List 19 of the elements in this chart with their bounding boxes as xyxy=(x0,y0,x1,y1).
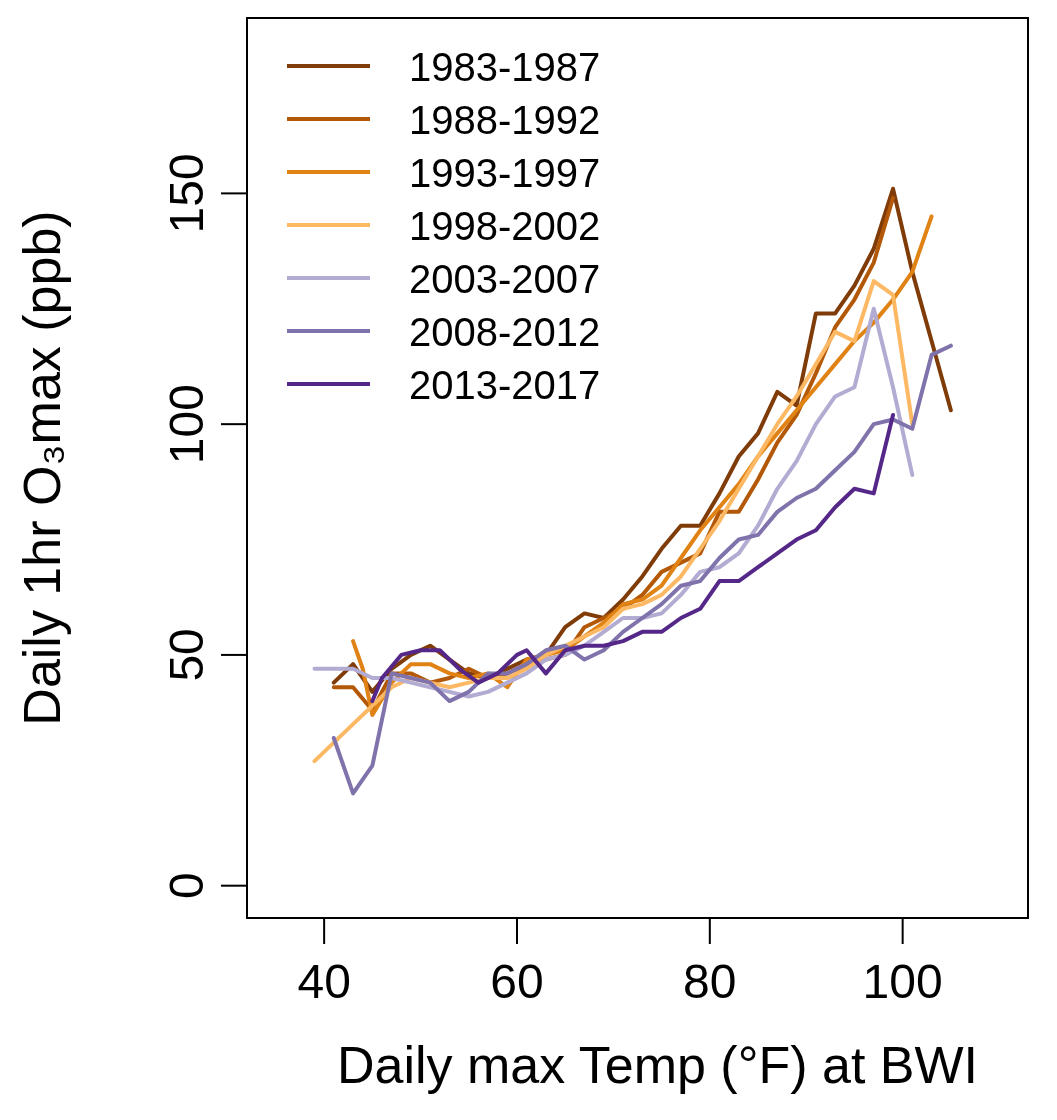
legend-label: 1983-1987 xyxy=(409,45,601,89)
legend-label: 2003-2007 xyxy=(409,257,601,301)
line-series xyxy=(370,412,896,704)
y-tick-label: 150 xyxy=(160,153,213,234)
y-tick-label: 0 xyxy=(160,872,213,900)
legend-label: 2013-2017 xyxy=(409,363,601,407)
y-tick-label: 50 xyxy=(160,628,213,682)
legend-label: 1988-1992 xyxy=(409,98,601,142)
x-axis-title: Daily max Temp (°F) at BWI xyxy=(336,1036,979,1094)
line-series xyxy=(312,306,915,699)
y-tick-label: 100 xyxy=(160,384,213,465)
x-tick-label: 60 xyxy=(490,955,544,1008)
legend-label: 1998-2002 xyxy=(409,204,601,248)
legend-label: 1993-1997 xyxy=(409,151,601,195)
legend-label: 2008-2012 xyxy=(409,310,601,354)
x-tick-label: 100 xyxy=(862,955,943,1008)
y-axis-title: Daily 1hr O₃max (ppb) xyxy=(13,210,71,726)
x-tick-label: 40 xyxy=(297,955,351,1008)
x-tick-label: 80 xyxy=(683,955,737,1008)
